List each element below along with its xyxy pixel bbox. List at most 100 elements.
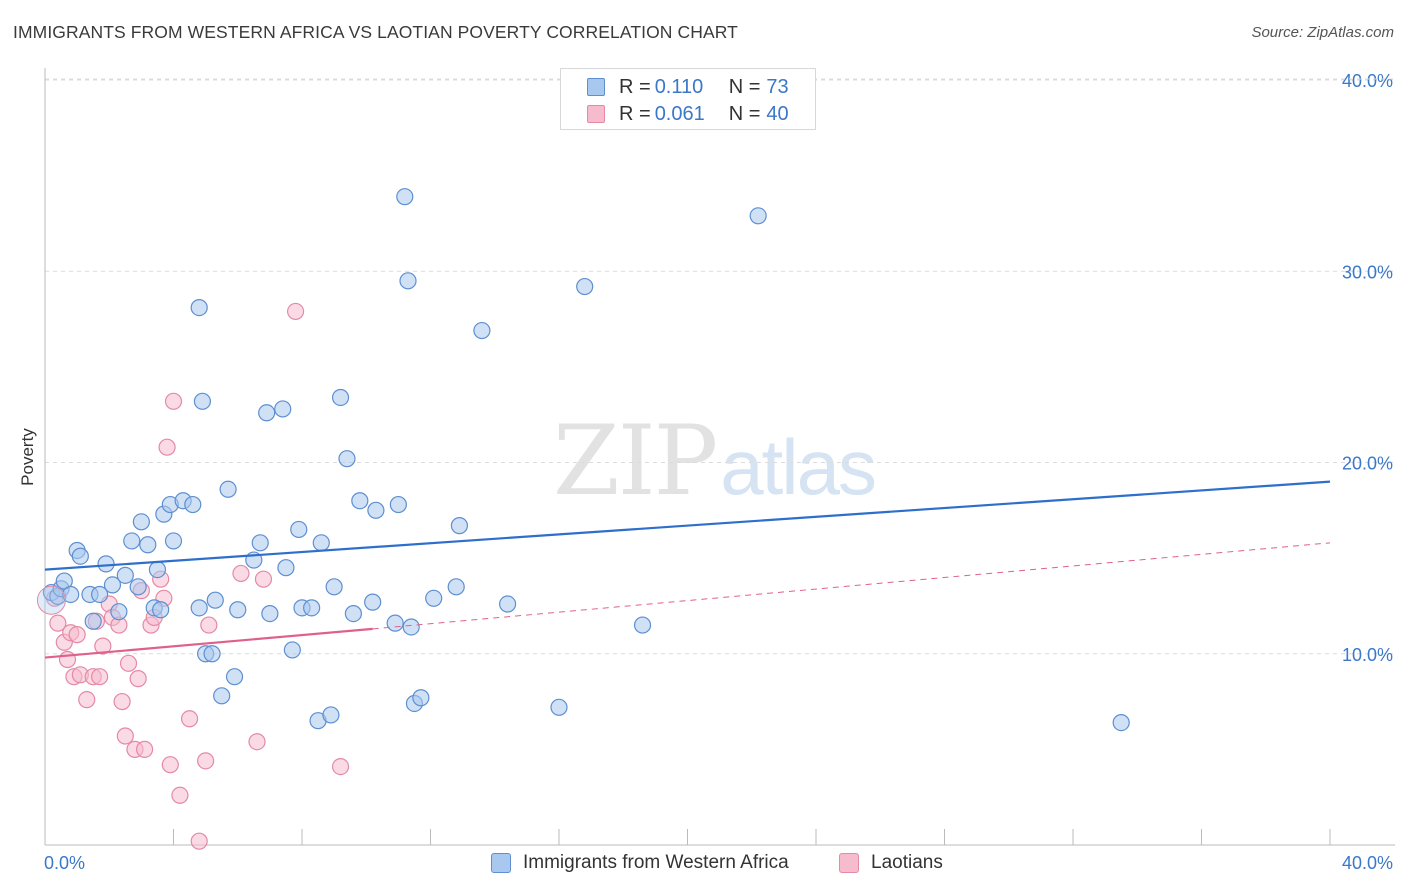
western-africa-point: [213, 687, 231, 705]
source-label: Source: ZipAtlas.com: [1251, 24, 1394, 41]
legend-row-western-africa: R = 0.110 N = 73: [587, 75, 789, 99]
laotians-point: [49, 614, 67, 632]
legend-item-label: Laotians: [871, 852, 943, 873]
western-africa-point: [152, 601, 170, 619]
western-africa-point: [62, 585, 80, 604]
legend-n-label: N =: [728, 102, 761, 125]
chart-title: IMMIGRANTS FROM WESTERN AFRICA VS LAOTIA…: [13, 22, 738, 42]
western-africa-point: [331, 388, 350, 407]
western-africa-point: [633, 616, 652, 634]
western-africa-point: [303, 599, 321, 617]
laotians-point: [197, 752, 215, 770]
western-africa-point: [322, 706, 340, 724]
legend-r-label: R =: [619, 102, 651, 125]
legend-row-laotians: R = 0.061 N = 40: [587, 102, 789, 126]
laotians-point: [161, 756, 179, 774]
western-africa-point: [71, 547, 89, 565]
western-africa-point: [203, 645, 221, 663]
western-africa-point: [283, 641, 301, 659]
laotians-point: [286, 302, 305, 321]
western-africa-point: [399, 272, 417, 290]
western-africa-point: [190, 298, 208, 317]
laotians-point: [116, 727, 134, 745]
western-africa-point: [277, 559, 295, 577]
laotians-point: [200, 616, 218, 634]
western-africa-point: [123, 532, 141, 550]
western-africa-point: [499, 595, 517, 613]
western-africa-point: [258, 404, 276, 422]
western-africa-point: [148, 560, 167, 579]
western-africa-point: [274, 400, 292, 418]
western-africa-point: [91, 585, 109, 604]
legend-r-label: R =: [619, 75, 651, 98]
western-africa-point: [103, 576, 122, 594]
western-africa-point: [396, 188, 414, 206]
laotians-point: [190, 832, 208, 850]
western-africa-point: [386, 614, 404, 632]
y-tick-label: 10.0%: [1342, 645, 1393, 665]
x-tick-label: 0.0%: [44, 853, 85, 873]
laotians-point: [248, 733, 266, 751]
laotians-trendline-extension: [372, 542, 1331, 630]
y-tick-label: 20.0%: [1342, 454, 1393, 474]
western-africa-point: [84, 612, 102, 630]
laotians-point: [68, 626, 86, 644]
western-africa-point: [229, 601, 247, 619]
laotians-point: [180, 710, 199, 728]
legend-n-value: 40: [766, 102, 789, 125]
laotians-point: [254, 570, 273, 588]
western-africa-point: [425, 589, 443, 607]
western-africa-trendline: [44, 480, 1331, 571]
laotians-point: [78, 691, 96, 709]
western-africa-point: [290, 520, 308, 539]
legend-item-western-africa[interactable]: Immigrants from Western Africa: [491, 852, 789, 874]
western-africa-point: [164, 532, 183, 550]
laotians-point: [171, 786, 189, 804]
western-africa-point: [116, 566, 134, 584]
western-africa-point: [550, 698, 568, 716]
laotians-point: [94, 637, 112, 655]
western-africa-point: [132, 513, 150, 531]
laotians-point: [113, 692, 131, 711]
legend-r-value: 0.061: [654, 102, 705, 125]
laotians-trendline: [44, 627, 373, 659]
legend-item-laotians[interactable]: Laotians: [839, 852, 943, 874]
western-africa-point: [251, 534, 269, 552]
watermark-zip: ZIP: [553, 405, 718, 517]
legend-n-label: N =: [728, 75, 761, 98]
legend-swatch-pink: [839, 853, 859, 873]
western-africa-point: [473, 321, 491, 340]
western-africa-point: [325, 578, 343, 596]
laotians-point: [119, 654, 138, 672]
laotians-point: [164, 392, 183, 410]
western-africa-point: [576, 277, 594, 296]
legend-swatch-pink: [587, 105, 605, 123]
western-africa-point: [193, 392, 212, 410]
western-africa-point: [139, 536, 157, 554]
y-tick-label: 30.0%: [1342, 262, 1393, 282]
western-africa-point: [129, 578, 147, 596]
western-africa-point: [312, 534, 330, 552]
western-africa-point: [389, 495, 407, 514]
western-africa-point: [450, 517, 469, 535]
laotians-point: [232, 564, 250, 583]
legend-swatch-blue: [587, 78, 605, 96]
laotians-point: [331, 757, 350, 776]
watermark: ZIPatlas: [553, 405, 877, 517]
western-africa-point: [447, 578, 465, 596]
western-africa-point: [206, 591, 224, 609]
western-africa-point: [367, 501, 385, 519]
western-africa-point: [364, 593, 382, 611]
western-africa-point: [344, 604, 362, 623]
laotians-point: [135, 740, 154, 758]
western-africa-point: [190, 599, 208, 617]
western-africa-point: [749, 207, 767, 225]
series-legend: Immigrants from Western Africa Laotians: [0, 852, 1406, 878]
western-africa-point: [1112, 713, 1130, 732]
western-africa-point: [110, 603, 128, 621]
legend-swatch-blue: [491, 853, 511, 873]
western-africa-point: [225, 668, 244, 686]
western-africa-point: [184, 495, 202, 514]
legend-n-value: 73: [766, 75, 789, 98]
